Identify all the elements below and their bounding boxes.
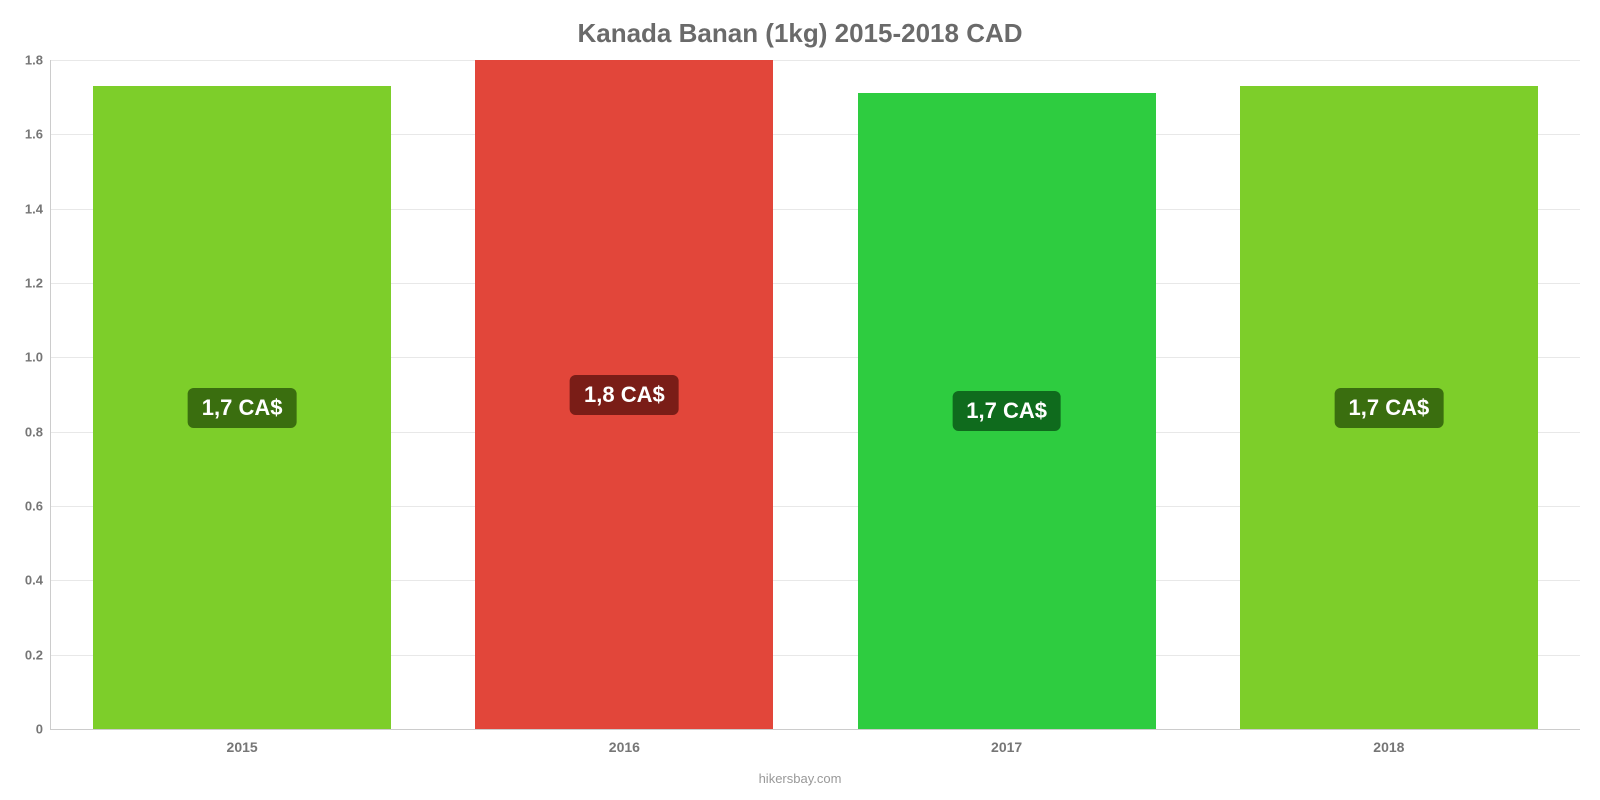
grid-line [51,60,1580,61]
price-chart: Kanada Banan (1kg) 2015-2018 CAD 00.20.4… [0,0,1600,800]
chart-title: Kanada Banan (1kg) 2015-2018 CAD [0,18,1600,49]
bar-value-label: 1,8 CA$ [570,375,679,415]
y-tick-label: 1.6 [25,127,43,142]
y-tick-label: 0.4 [25,573,43,588]
y-tick-label: 1.0 [25,350,43,365]
bar-value-label: 1,7 CA$ [188,388,297,428]
x-tick-label: 2018 [1373,739,1404,755]
y-tick-label: 1.2 [25,276,43,291]
bar-value-label: 1,7 CA$ [952,391,1061,431]
y-tick-label: 0 [36,722,43,737]
x-tick-label: 2015 [227,739,258,755]
y-tick-label: 0.6 [25,499,43,514]
y-tick-label: 0.2 [25,647,43,662]
chart-footer: hikersbay.com [0,771,1600,786]
bar-value-label: 1,7 CA$ [1335,388,1444,428]
y-tick-label: 0.8 [25,424,43,439]
plot-area: 00.20.40.60.81.01.21.41.61.81,7 CA$20151… [50,60,1580,730]
bar: 1,7 CA$ [93,86,391,729]
bar: 1,7 CA$ [858,93,1156,729]
y-tick-label: 1.8 [25,53,43,68]
bar: 1,7 CA$ [1240,86,1538,729]
x-tick-label: 2017 [991,739,1022,755]
bar: 1,8 CA$ [475,60,773,729]
x-tick-label: 2016 [609,739,640,755]
y-tick-label: 1.4 [25,201,43,216]
